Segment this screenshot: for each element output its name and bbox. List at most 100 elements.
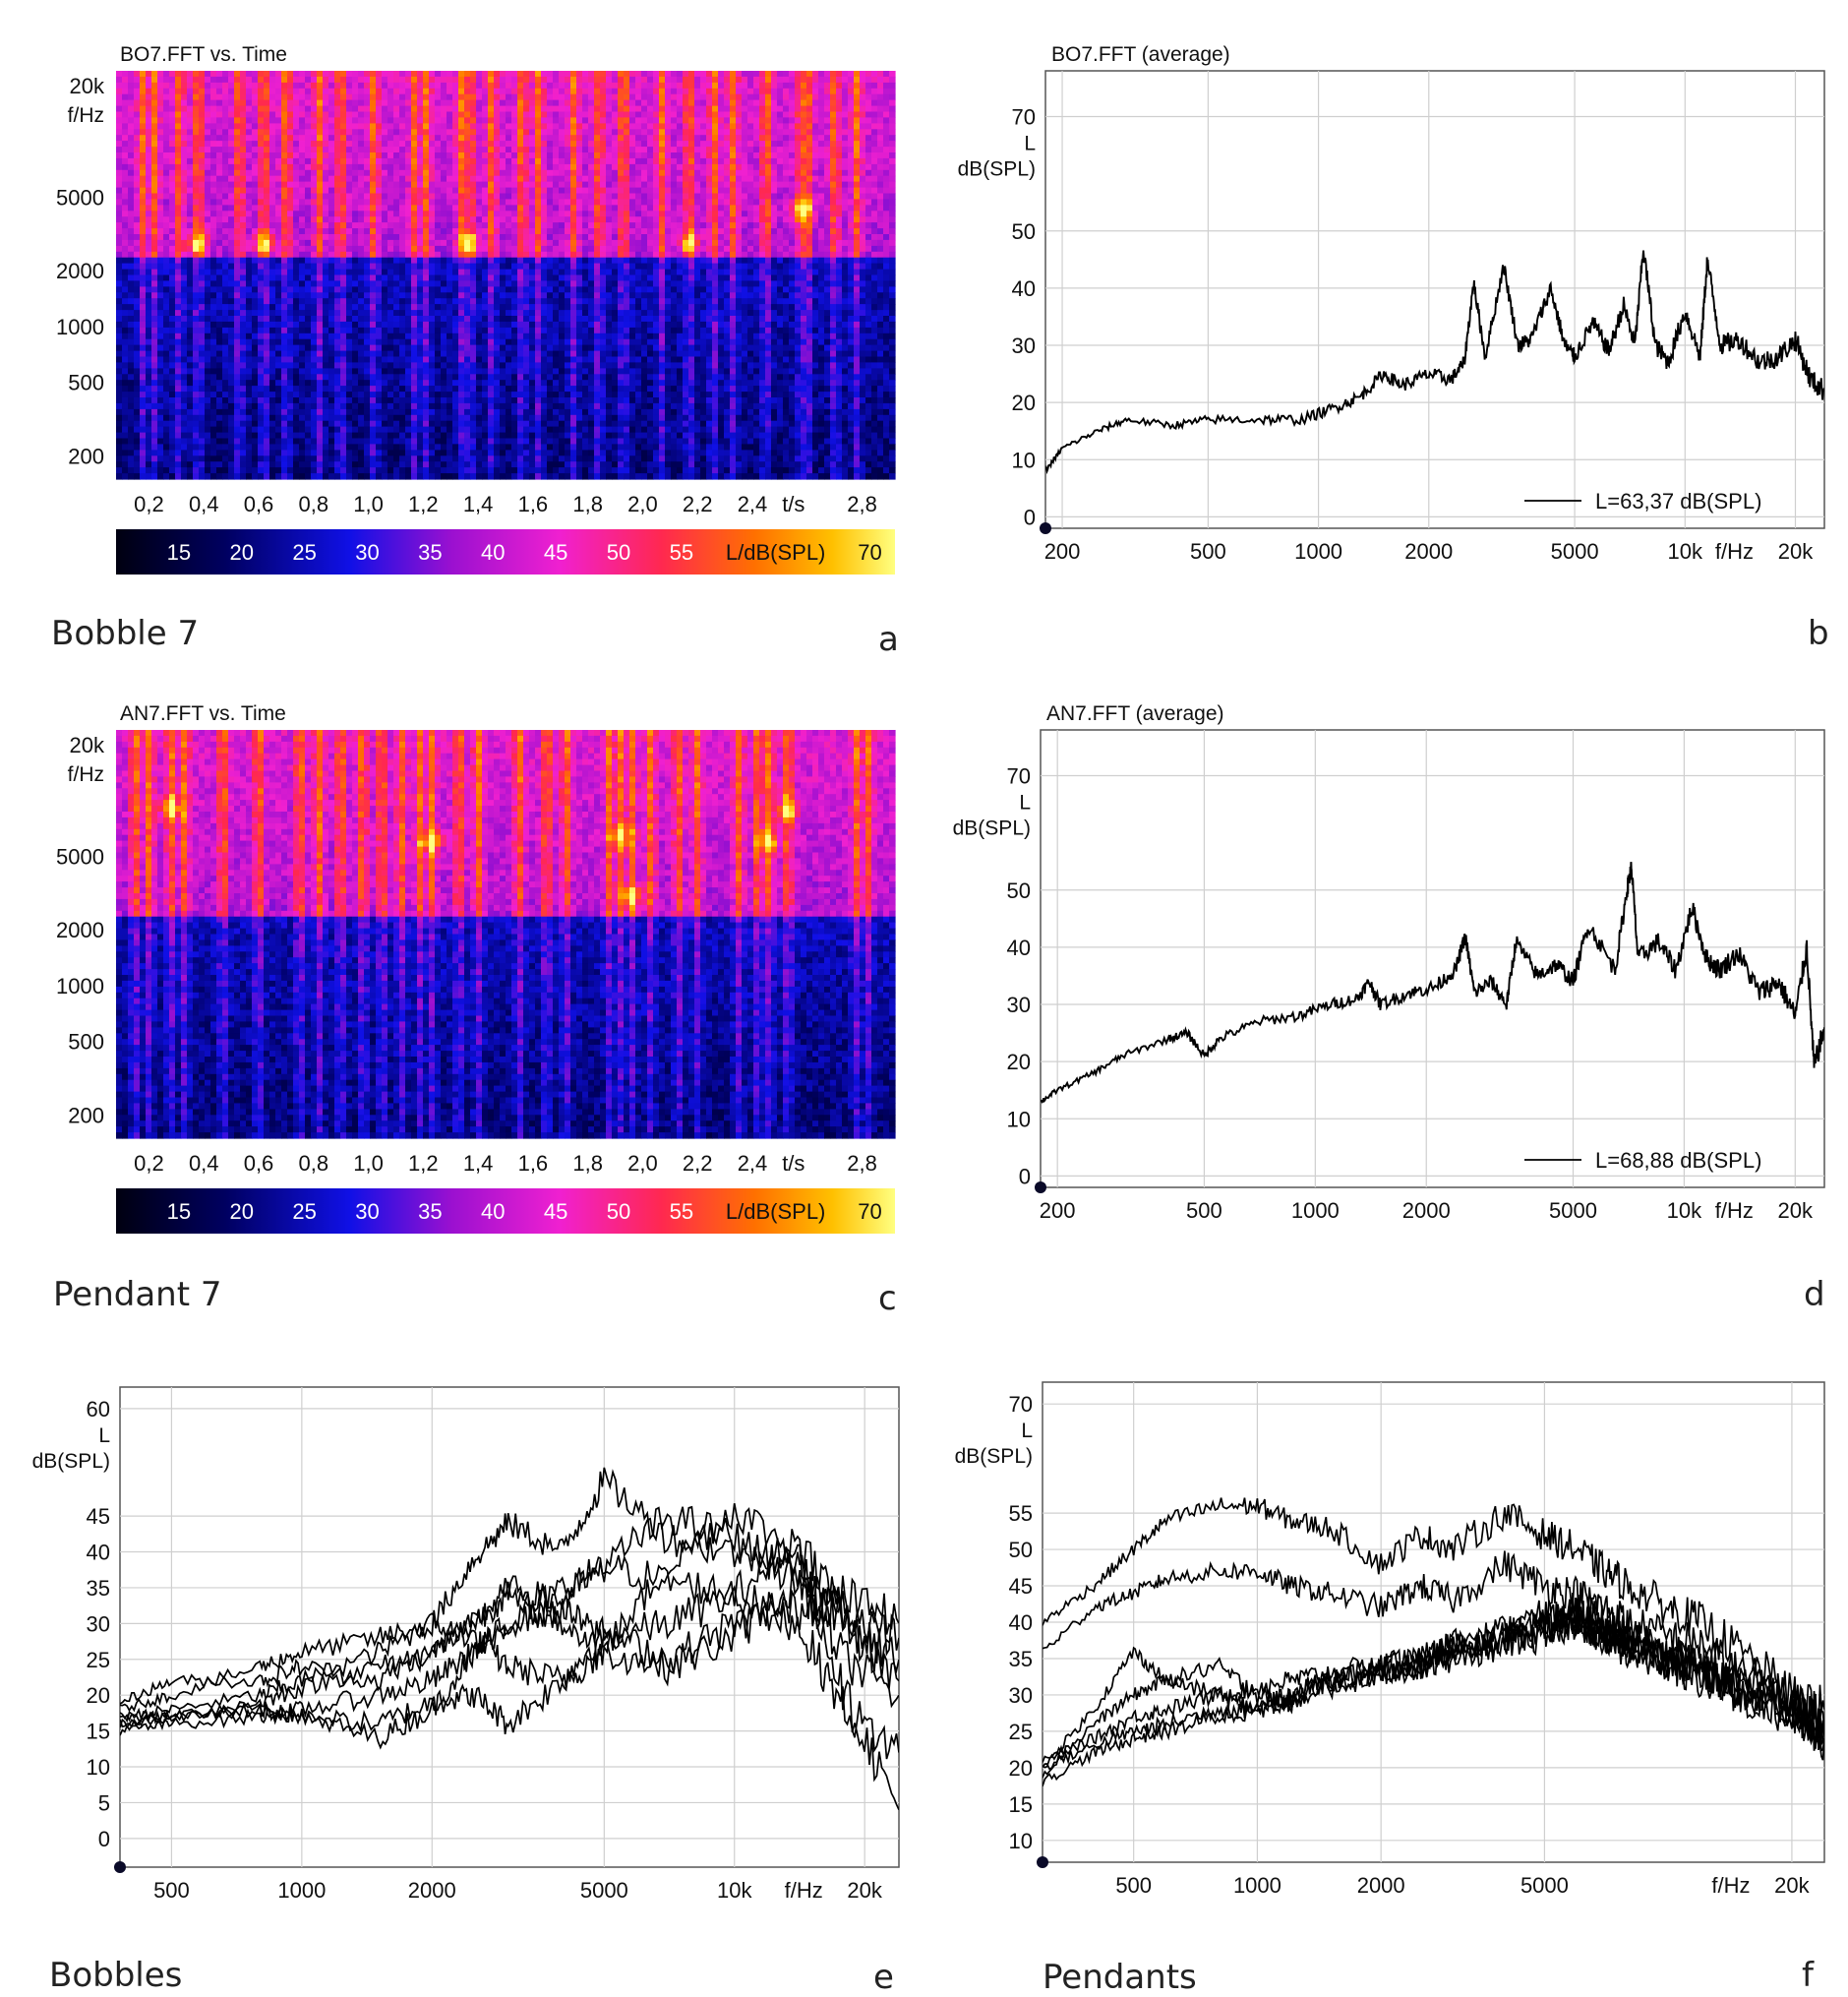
spectrogram-cell bbox=[252, 374, 259, 381]
spectrogram-cell bbox=[470, 157, 477, 165]
spectrogram-cell bbox=[323, 135, 329, 142]
spectrogram-cell bbox=[216, 216, 223, 223]
spectrogram-cell bbox=[228, 163, 235, 171]
spectrogram-cell bbox=[128, 414, 135, 422]
spectrogram-cell bbox=[187, 147, 194, 153]
spectrogram-cell bbox=[293, 152, 300, 159]
spectrogram-cell bbox=[376, 141, 383, 148]
spectrogram-cell bbox=[140, 426, 147, 434]
spectrogram-cell bbox=[246, 362, 253, 369]
spectrogram-cell bbox=[264, 292, 270, 299]
spectrogram-cell bbox=[393, 362, 400, 369]
spectrogram-cell bbox=[187, 211, 194, 217]
spectrogram-cell bbox=[423, 129, 430, 136]
spectrogram-cell bbox=[423, 321, 430, 329]
spectrogram-cell bbox=[370, 147, 377, 153]
spectrogram-cell bbox=[269, 356, 276, 363]
spectrogram-cell bbox=[334, 245, 341, 253]
spectrogram-cell bbox=[488, 286, 495, 293]
spectrogram-cell bbox=[222, 169, 229, 177]
spectrogram-cell bbox=[458, 321, 465, 329]
spectrogram-cell bbox=[506, 344, 512, 352]
spectrogram-cell bbox=[328, 117, 335, 124]
spectrogram-cell bbox=[417, 105, 424, 113]
spectrogram-cell bbox=[476, 338, 483, 346]
spectrogram-cell bbox=[328, 327, 335, 334]
spectrogram-cell bbox=[506, 82, 512, 90]
spectrogram-cell bbox=[317, 467, 324, 474]
spectrogram-cell bbox=[199, 71, 206, 78]
spectrogram-cell bbox=[511, 163, 518, 171]
spectrogram-cell bbox=[441, 71, 447, 78]
spectrogram-cell bbox=[287, 199, 294, 206]
spectrogram-cell bbox=[264, 298, 270, 305]
spectrogram-cell bbox=[399, 450, 406, 456]
spectrogram-cell bbox=[128, 234, 135, 241]
spectrogram-cell bbox=[399, 338, 406, 346]
spectrogram-cell bbox=[517, 316, 524, 323]
spectrogram-cell bbox=[423, 216, 430, 223]
spectrogram-cell bbox=[364, 338, 371, 346]
spectrogram-cell bbox=[299, 187, 306, 195]
spectrogram-cell bbox=[323, 222, 329, 229]
spectrogram-cell bbox=[281, 187, 288, 195]
spectrogram-cell bbox=[494, 175, 501, 183]
spectrogram-cell bbox=[393, 263, 400, 271]
spectrogram-cell bbox=[234, 239, 241, 247]
spectrogram-cell bbox=[441, 455, 447, 462]
spectrogram-cell bbox=[435, 76, 442, 84]
spectrogram-cell bbox=[441, 129, 447, 136]
spectrogram-cell bbox=[128, 117, 135, 124]
spectrogram-cell bbox=[370, 141, 377, 148]
spectrogram-cell bbox=[464, 71, 471, 78]
spectrogram-cell bbox=[500, 333, 507, 340]
spectrogram-cell bbox=[535, 211, 542, 217]
spectrogram-cell bbox=[452, 397, 459, 404]
spectrogram-cell bbox=[334, 257, 341, 265]
spectrogram-cell bbox=[494, 187, 501, 195]
spectrogram-cell bbox=[523, 216, 530, 223]
spectrogram-cell bbox=[264, 269, 270, 276]
spectrogram-cell bbox=[163, 274, 170, 281]
spectrogram-cell bbox=[328, 455, 335, 462]
spectrogram-cell bbox=[151, 117, 158, 124]
spectrogram-cell bbox=[234, 350, 241, 358]
spectrogram-cell bbox=[264, 350, 270, 358]
spectrogram-cell bbox=[246, 228, 253, 235]
spectrogram-cell bbox=[269, 432, 276, 440]
spectrogram-cell bbox=[246, 333, 253, 340]
spectrogram-cell bbox=[470, 211, 477, 217]
spectrogram-cell bbox=[187, 157, 194, 165]
spectrogram-cell bbox=[252, 397, 259, 404]
spectrogram-cell bbox=[511, 327, 518, 334]
spectrogram-cell bbox=[317, 169, 324, 177]
spectrogram-cell bbox=[205, 392, 211, 398]
spectrogram-cell bbox=[352, 327, 359, 334]
spectrogram-cell bbox=[175, 298, 182, 305]
spectrogram-cell bbox=[134, 350, 141, 358]
spectrogram-cell bbox=[340, 420, 347, 428]
spectrogram-cell bbox=[370, 461, 377, 468]
spectrogram-cell bbox=[441, 245, 447, 253]
spectrogram-cell bbox=[364, 467, 371, 474]
spectrogram-cell bbox=[140, 280, 147, 287]
spectrogram-cell bbox=[234, 461, 241, 468]
spectrogram-cell bbox=[116, 374, 123, 381]
spectrogram-cell bbox=[175, 216, 182, 223]
spectrogram-cell bbox=[269, 99, 276, 107]
spectrogram-cell bbox=[228, 327, 235, 334]
spectrogram-cell bbox=[370, 205, 377, 212]
spectrogram-cell bbox=[287, 327, 294, 334]
spectrogram-cell bbox=[317, 397, 324, 404]
spectrogram-cell bbox=[264, 408, 270, 416]
spectrogram-cell bbox=[181, 380, 188, 387]
spectrogram-cell bbox=[328, 344, 335, 352]
spectrogram-cell bbox=[246, 163, 253, 171]
spectrogram-cell bbox=[317, 327, 324, 334]
spectrogram-cell bbox=[364, 356, 371, 363]
spectrogram-cell bbox=[529, 386, 536, 393]
spectrogram-cell bbox=[181, 163, 188, 171]
spectrogram-cell bbox=[157, 386, 164, 393]
spectrogram-cell bbox=[157, 82, 164, 90]
spectrogram-cell bbox=[275, 356, 282, 363]
